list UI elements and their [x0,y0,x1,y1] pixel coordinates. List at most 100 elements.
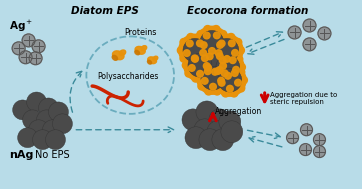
Circle shape [205,87,212,95]
Text: Aggregation due to
steric repulsion: Aggregation due to steric repulsion [270,92,337,105]
Circle shape [215,46,223,54]
Circle shape [203,63,210,69]
Ellipse shape [141,46,147,50]
Circle shape [237,68,245,76]
Circle shape [235,71,243,79]
Circle shape [212,52,220,59]
Circle shape [197,59,205,67]
Circle shape [202,39,210,46]
Circle shape [12,42,25,55]
Circle shape [224,72,231,79]
Circle shape [206,53,213,60]
Circle shape [200,50,206,56]
Circle shape [212,39,219,46]
Circle shape [231,70,238,76]
Circle shape [197,70,203,77]
Circle shape [299,144,311,156]
Circle shape [42,120,63,140]
Circle shape [33,130,52,149]
Text: nAg: nAg [9,149,33,160]
Circle shape [313,146,325,158]
Circle shape [221,70,228,77]
Circle shape [197,47,205,54]
Circle shape [300,124,312,136]
Circle shape [182,61,190,69]
Circle shape [186,40,193,47]
Circle shape [204,26,211,33]
Circle shape [185,127,207,149]
Circle shape [222,39,230,46]
Circle shape [212,51,244,83]
Ellipse shape [135,50,139,55]
Circle shape [221,121,243,143]
Circle shape [288,26,301,39]
Circle shape [318,27,331,40]
Circle shape [201,66,225,90]
Circle shape [303,38,316,51]
Circle shape [196,101,218,123]
Circle shape [185,53,193,61]
Circle shape [220,62,227,69]
Circle shape [199,47,231,79]
Circle shape [219,60,226,67]
Circle shape [219,30,227,38]
Circle shape [177,46,185,54]
Circle shape [204,52,211,59]
Circle shape [212,26,220,33]
Circle shape [26,92,47,112]
Circle shape [233,66,239,73]
Circle shape [196,26,228,58]
Circle shape [215,50,222,57]
Circle shape [200,51,207,59]
Circle shape [237,84,245,92]
Circle shape [225,59,232,67]
Circle shape [205,64,211,71]
Circle shape [213,55,220,63]
Circle shape [201,77,208,84]
Circle shape [215,84,223,92]
Circle shape [227,60,235,67]
Circle shape [214,64,246,96]
Circle shape [217,42,223,48]
Circle shape [197,30,205,38]
Text: Aggregation: Aggregation [215,107,262,116]
Circle shape [210,83,216,90]
Circle shape [223,74,231,82]
Circle shape [200,67,207,75]
Circle shape [230,57,236,64]
Circle shape [219,111,241,133]
Circle shape [22,34,35,47]
Circle shape [29,52,42,65]
Circle shape [218,68,242,92]
Circle shape [230,89,238,97]
Circle shape [213,71,220,79]
Circle shape [219,47,227,54]
Circle shape [216,53,223,60]
Circle shape [235,79,241,86]
Circle shape [238,63,245,71]
Circle shape [180,39,188,46]
Text: Diatom EPS: Diatom EPS [71,6,139,16]
Circle shape [200,74,208,82]
Circle shape [234,39,242,46]
Circle shape [19,51,32,64]
Circle shape [179,34,211,66]
Circle shape [194,39,202,46]
Circle shape [210,63,218,71]
Ellipse shape [119,50,126,56]
Circle shape [203,32,210,39]
Circle shape [215,68,221,74]
Circle shape [180,55,188,62]
Circle shape [197,62,229,94]
Circle shape [212,129,234,151]
Circle shape [195,74,203,82]
Circle shape [213,61,221,69]
Circle shape [201,42,207,49]
Circle shape [49,102,68,122]
Circle shape [212,76,220,84]
Circle shape [216,67,223,73]
Circle shape [188,53,212,77]
Circle shape [207,121,229,143]
Circle shape [205,61,212,69]
Circle shape [218,80,225,86]
